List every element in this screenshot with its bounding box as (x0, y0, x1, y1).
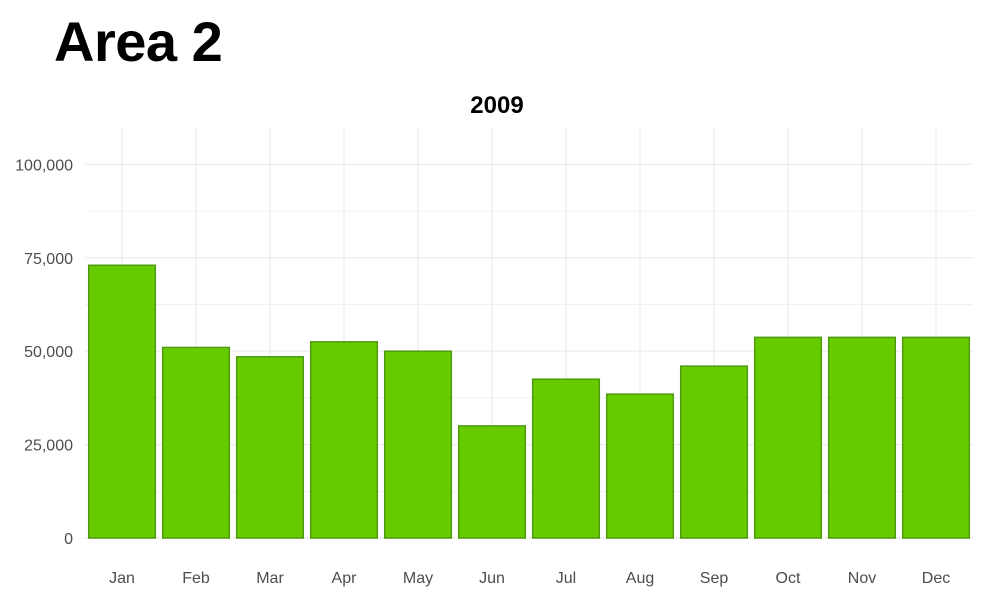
x-tick-label: Dec (922, 570, 950, 587)
bar-mar (235, 356, 305, 539)
x-tick-label: Mar (256, 570, 284, 587)
x-tick-label: Jan (109, 570, 135, 587)
y-tick-label: 100,000 (15, 157, 73, 174)
bar-jun (457, 425, 527, 539)
x-tick-labels: Jan Feb Mar Apr May Jun Jul Aug Sep Oct Nov Dec (109, 570, 950, 587)
x-tick-label: Feb (182, 570, 210, 587)
bar-dec (901, 336, 971, 539)
bar-jan (87, 264, 157, 539)
bar-aug (605, 393, 675, 539)
x-tick-label: Jul (556, 570, 576, 587)
y-tick-label: 0 (64, 531, 73, 548)
bar-may (383, 350, 453, 539)
y-tick-labels: 0 25,000 50,000 75,000 100,000 (15, 157, 73, 548)
x-tick-label: Nov (848, 570, 876, 587)
bar-apr (309, 341, 379, 539)
bar-sep (679, 365, 749, 539)
bar-oct (753, 336, 823, 539)
bars (87, 264, 971, 539)
chart-title: 2009 (470, 92, 523, 119)
page-heading: Area 2 (54, 10, 223, 73)
bar-jul (531, 378, 601, 539)
x-tick-label: Sep (700, 570, 729, 587)
bar-feb (161, 346, 231, 539)
x-tick-label: Aug (626, 570, 654, 587)
y-tick-label: 50,000 (24, 344, 73, 361)
y-tick-label: 75,000 (24, 251, 73, 268)
x-tick-label: Apr (332, 570, 358, 587)
x-tick-label: Jun (479, 570, 505, 587)
y-tick-label: 25,000 (24, 438, 73, 455)
x-tick-label: Oct (776, 570, 801, 587)
bar-nov (827, 336, 897, 539)
x-tick-label: May (403, 570, 433, 587)
